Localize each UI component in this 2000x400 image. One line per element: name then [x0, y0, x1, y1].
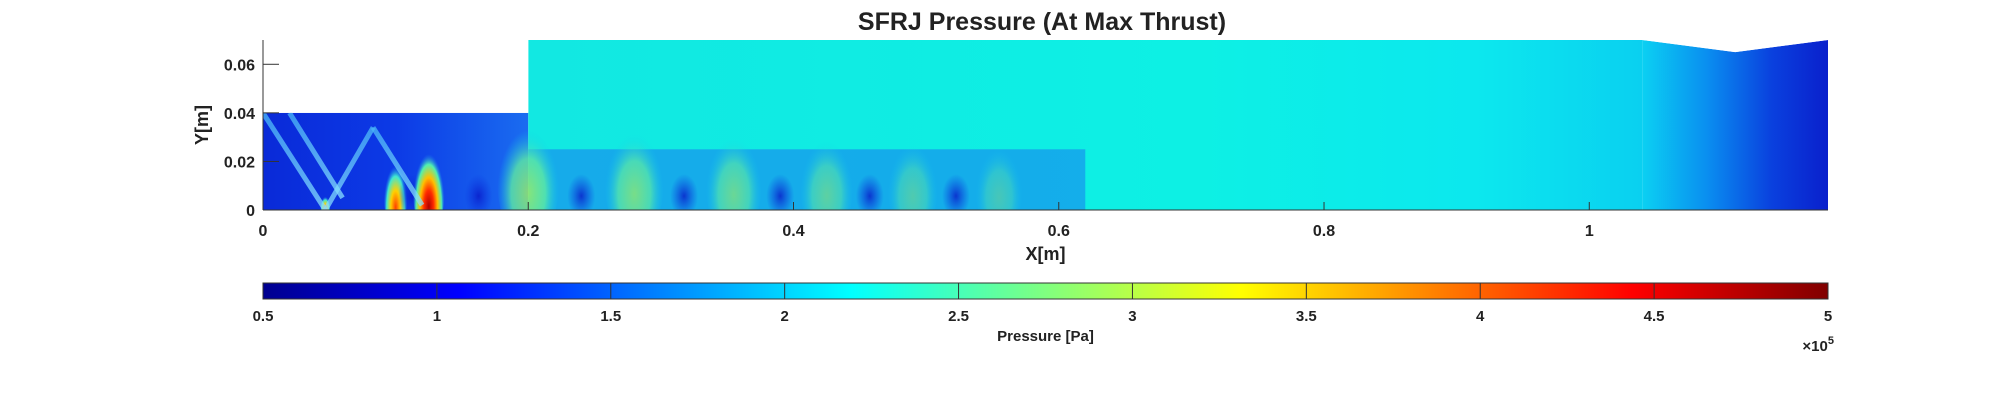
plot-axes: 0 0.2 0.4 0.6 0.8 1 0 0.02 0.04 0.06	[224, 40, 1828, 240]
expansion-region	[464, 174, 493, 210]
colorbar-tick-label: 4.5	[1644, 308, 1665, 325]
y-tick-label: 0.06	[224, 57, 255, 74]
shock-cell	[975, 139, 1023, 210]
y-tick-label: 0.02	[224, 154, 255, 171]
colorbar-tick-label: 3	[1128, 308, 1136, 325]
x-tick-label: 1	[1585, 223, 1594, 240]
x-tick-label: 0.2	[517, 223, 539, 240]
expansion-region	[855, 174, 884, 210]
colorbar-tick-label: 1	[433, 308, 441, 325]
colorbar-label: Pressure [Pa]	[997, 328, 1094, 345]
shock-cell	[887, 135, 938, 210]
colorbar-multiplier: ×105	[1802, 335, 1834, 355]
colorbar-tick-label: 3.5	[1296, 308, 1317, 325]
colorbar-multiplier-base: ×10	[1802, 338, 1827, 355]
colorbar: 0.5 1 1.5 2 2.5 3 3.5 4 4.5 5 Pressure [Pa] ×105	[253, 282, 1834, 355]
x-tick-label: 0	[259, 223, 268, 240]
colorbar-gradient	[262, 282, 1829, 300]
colorbar-tick-label: 4	[1476, 308, 1485, 325]
shock-line	[287, 111, 345, 200]
expansion-region	[766, 174, 795, 210]
colorbar-tick-label: 5	[1824, 308, 1832, 325]
colorbar-multiplier-exponent: 5	[1828, 335, 1834, 347]
y-tick-label: 0.04	[224, 106, 255, 123]
shock-line	[370, 126, 425, 207]
shock-line	[323, 126, 376, 210]
expansion-region	[567, 174, 596, 210]
x-tick-label: 0.4	[782, 223, 804, 240]
pressure-field	[263, 40, 1828, 210]
expansion-region	[670, 174, 699, 210]
y-tick-label: 0	[246, 203, 255, 220]
expansion-region	[941, 174, 970, 210]
shock-line	[263, 111, 328, 210]
colorbar-tick-label: 1.5	[600, 308, 621, 325]
colorbar-tick-label: 2.5	[948, 308, 969, 325]
x-tick-label: 0.6	[1048, 223, 1070, 240]
y-axis-label: Y[m]	[192, 105, 212, 145]
x-axis-label: X[m]	[1026, 244, 1066, 264]
reflection-hotspot	[320, 192, 331, 210]
chart-title: SFRJ Pressure (At Max Thrust)	[858, 8, 1226, 36]
shock-cell	[705, 126, 762, 210]
nozzle-region	[1642, 40, 1828, 210]
shock-cell	[497, 117, 560, 210]
shock-cell	[604, 122, 664, 210]
x-tick-label: 0.8	[1313, 223, 1335, 240]
colorbar-tick-label: 0.5	[253, 308, 274, 325]
colorbar-tick-label: 2	[780, 308, 788, 325]
shock-cell	[412, 133, 445, 210]
shock-cell	[800, 130, 854, 210]
